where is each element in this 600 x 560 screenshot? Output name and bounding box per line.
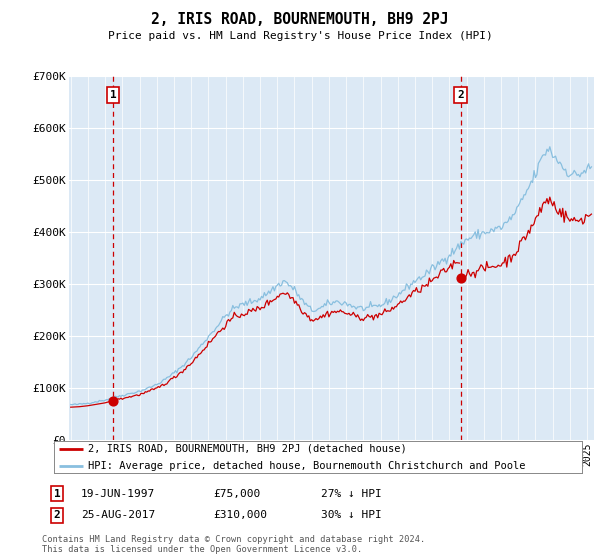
Text: 2: 2 bbox=[457, 90, 464, 100]
Text: 19-JUN-1997: 19-JUN-1997 bbox=[81, 489, 155, 499]
Text: 25-AUG-2017: 25-AUG-2017 bbox=[81, 510, 155, 520]
Text: 27% ↓ HPI: 27% ↓ HPI bbox=[321, 489, 382, 499]
Text: £310,000: £310,000 bbox=[213, 510, 267, 520]
Text: 30% ↓ HPI: 30% ↓ HPI bbox=[321, 510, 382, 520]
Text: Contains HM Land Registry data © Crown copyright and database right 2024.: Contains HM Land Registry data © Crown c… bbox=[42, 535, 425, 544]
Text: HPI: Average price, detached house, Bournemouth Christchurch and Poole: HPI: Average price, detached house, Bour… bbox=[88, 461, 526, 471]
Point bbox=[108, 396, 118, 405]
Text: 2, IRIS ROAD, BOURNEMOUTH, BH9 2PJ: 2, IRIS ROAD, BOURNEMOUTH, BH9 2PJ bbox=[151, 12, 449, 27]
Text: 1: 1 bbox=[53, 489, 61, 499]
Text: 1: 1 bbox=[110, 90, 116, 100]
Text: This data is licensed under the Open Government Licence v3.0.: This data is licensed under the Open Gov… bbox=[42, 545, 362, 554]
Text: 2: 2 bbox=[53, 510, 61, 520]
Text: 2, IRIS ROAD, BOURNEMOUTH, BH9 2PJ (detached house): 2, IRIS ROAD, BOURNEMOUTH, BH9 2PJ (deta… bbox=[88, 444, 407, 454]
Text: £75,000: £75,000 bbox=[213, 489, 260, 499]
Point bbox=[456, 274, 466, 283]
Text: Price paid vs. HM Land Registry's House Price Index (HPI): Price paid vs. HM Land Registry's House … bbox=[107, 31, 493, 41]
